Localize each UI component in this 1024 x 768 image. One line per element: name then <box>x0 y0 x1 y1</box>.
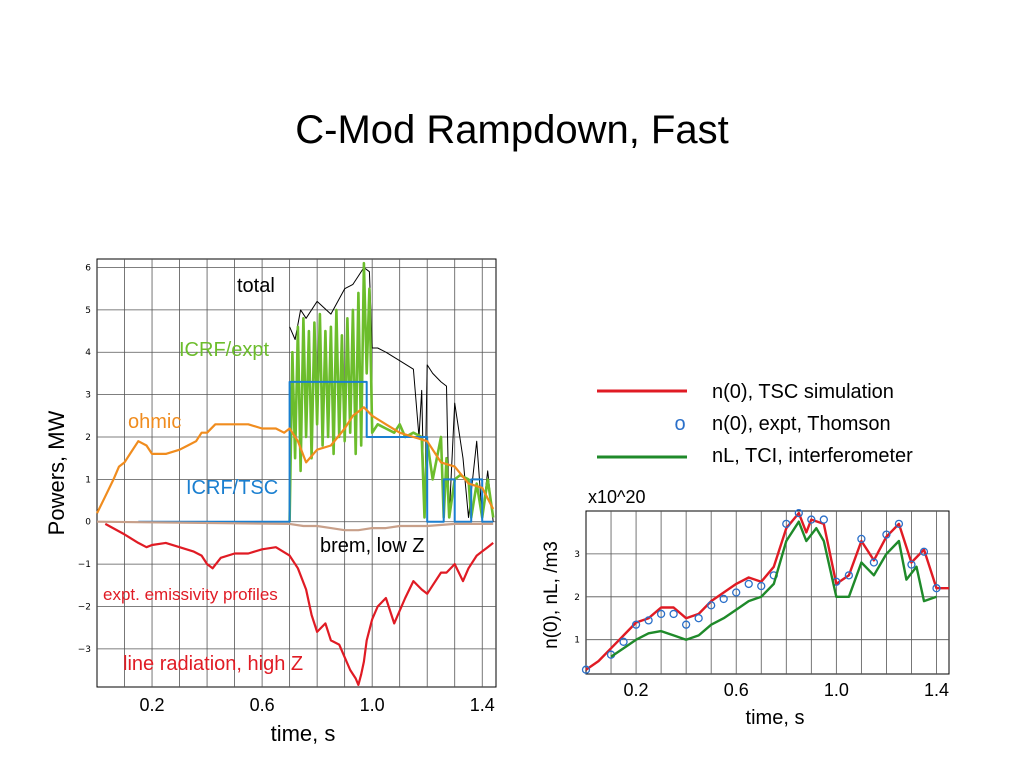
data-point-thomson <box>869 558 879 567</box>
x-tick-label: 1.4 <box>924 680 949 700</box>
data-point-thomson <box>656 609 666 619</box>
x-tick-label: 0.6 <box>250 695 275 715</box>
y-tick-label: 3 <box>85 391 91 401</box>
data-point-thomson <box>819 515 828 524</box>
data-point-thomson <box>581 665 591 674</box>
series-line-total <box>289 267 494 522</box>
series-line-interferometer <box>610 520 937 658</box>
annotation-icrf-expt: ICRF/expt <box>179 339 269 361</box>
data-point-thomson <box>919 547 929 556</box>
powers-series <box>96 261 495 687</box>
data-point-thomson <box>694 614 703 623</box>
data-point-thomson <box>932 584 941 593</box>
data-point-thomson <box>757 581 766 591</box>
data-point-thomson <box>669 609 678 619</box>
density-y-label: n(0), nL, /m3 <box>541 541 562 649</box>
y-tick-label: 1 <box>574 636 580 646</box>
density-plot-area <box>585 510 950 675</box>
annotation-ohmic: ohmic <box>128 411 181 433</box>
data-point-thomson <box>744 579 753 589</box>
legend-label-thomson: n(0), expt, Thomson <box>712 413 891 435</box>
series-line-icrf_tsc <box>138 380 494 523</box>
data-point-thomson <box>844 571 854 580</box>
density-scale-label: x10^20 <box>588 487 646 507</box>
y-tick-label: −2 <box>78 602 91 612</box>
legend-marker-thomson: o <box>674 413 685 435</box>
data-point-thomson <box>681 620 691 629</box>
powers-x-label: time, s <box>271 721 336 746</box>
y-tick-label: 2 <box>85 433 91 443</box>
legend-label-tsc-simulation: n(0), TSC simulation <box>712 381 894 403</box>
data-point-thomson <box>907 560 916 569</box>
x-tick-label: 0.6 <box>724 680 749 700</box>
series-line-tsc_sim <box>585 511 949 671</box>
density-series <box>581 508 949 674</box>
powers-y-ticks: 6 5 4 3 2 1 0 −1 −2 −3 <box>78 263 92 654</box>
y-tick-label: 0 <box>85 518 91 528</box>
density-legend: n(0), TSC simulation o n(0), expt, Thoms… <box>597 381 913 467</box>
annotation-total: total <box>237 275 275 297</box>
data-point-thomson <box>631 620 641 629</box>
series-line-line <box>104 522 494 687</box>
data-point-thomson <box>894 519 904 529</box>
data-point-thomson <box>644 616 653 625</box>
y-tick-label: −1 <box>78 560 91 570</box>
powers-x-ticks: 0.2 0.6 1.0 1.4 <box>140 695 495 715</box>
y-tick-label: 3 <box>574 550 580 560</box>
legend-label-interferometer: nL, TCI, interferometer <box>712 445 913 467</box>
x-tick-label: 1.4 <box>470 695 495 715</box>
data-point-thomson <box>732 588 741 597</box>
density-y-ticks: 1 2 3 <box>574 550 580 646</box>
series-line-brem <box>96 520 494 532</box>
density-x-label: time, s <box>746 707 805 729</box>
y-tick-label: 4 <box>85 348 91 358</box>
powers-y-label: Powers, MW <box>44 410 69 535</box>
density-grid <box>586 511 949 674</box>
x-tick-label: 0.2 <box>624 680 649 700</box>
data-point-thomson <box>707 601 716 610</box>
x-tick-label: 1.0 <box>360 695 385 715</box>
data-point-thomson <box>782 519 791 529</box>
data-point-thomson <box>619 637 628 646</box>
y-tick-label: 2 <box>574 593 580 603</box>
series-line-icrf_expt <box>288 261 495 522</box>
y-tick-label: 5 <box>85 306 91 316</box>
annotation-emissivity: expt. emissivity profiles <box>103 585 278 604</box>
y-tick-label: −3 <box>78 645 91 655</box>
density-x-ticks: 0.2 0.6 1.0 1.4 <box>624 680 949 700</box>
annotation-line-radiation: line radiation, high Z <box>123 653 303 675</box>
data-point-thomson <box>857 534 866 544</box>
data-point-thomson <box>807 515 816 524</box>
annotation-brem: brem, low Z <box>320 535 424 557</box>
x-tick-label: 0.2 <box>140 695 165 715</box>
data-point-thomson <box>719 594 728 604</box>
data-point-thomson <box>794 508 803 518</box>
series-line-ohmic <box>96 406 495 514</box>
y-tick-label: 1 <box>85 475 91 485</box>
x-tick-label: 1.0 <box>824 680 849 700</box>
slide-title: C-Mod Rampdown, Fast <box>295 108 729 152</box>
data-point-thomson <box>882 530 891 539</box>
y-tick-label: 6 <box>85 263 91 273</box>
annotation-icrf-tsc: ICRF/TSC <box>186 477 278 499</box>
